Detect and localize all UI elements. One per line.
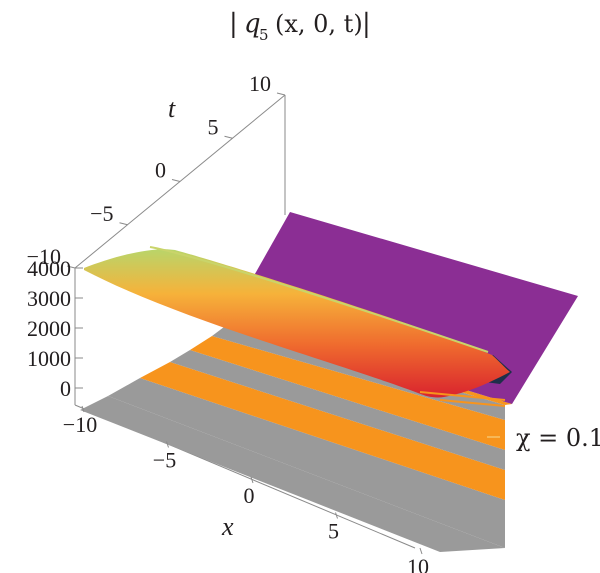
chi-annotation: χ = 0.1 — [516, 424, 600, 452]
title-bar-right: | — [362, 9, 371, 39]
floor-stripe — [190, 336, 505, 450]
t-tick-label: −10 — [27, 244, 61, 269]
title-bar-left: | — [229, 9, 238, 39]
chart-title: | q 5 (x, 0, t) | — [229, 9, 371, 44]
x-tick-label: 10 — [407, 554, 429, 573]
t-tick-mark — [119, 222, 128, 226]
x-tick-mark — [166, 441, 169, 448]
floor-stripe — [80, 396, 505, 552]
t-tick-label: 0 — [155, 158, 166, 183]
t-axis-label: t — [168, 94, 176, 123]
t-tick-mark — [171, 179, 181, 182]
t-tick-mark — [66, 265, 76, 269]
z-tick-label: 4000 — [27, 256, 71, 281]
edge-accents — [419, 391, 506, 407]
x-tick-label: −10 — [63, 412, 97, 437]
title-q: q — [244, 9, 261, 39]
ridge-surface — [84, 246, 512, 398]
z-tick-label: 1000 — [27, 346, 71, 371]
t-tick-label: 5 — [208, 114, 219, 139]
z-tick-label: 3000 — [27, 286, 71, 311]
z-tick-label: 2000 — [27, 316, 71, 341]
x-tick-mark — [335, 512, 338, 519]
x-axis-label: x — [221, 512, 234, 541]
z-tick-label: 0 — [60, 376, 71, 401]
floor-stripe — [108, 378, 505, 548]
floor-stripe — [140, 362, 505, 500]
t-axis-ticks: −10 −5 0 5 10 — [27, 71, 286, 269]
t-tick-label: −5 — [90, 201, 113, 226]
accent-line-2 — [439, 399, 506, 407]
ridge-body — [84, 249, 510, 398]
x-tick-label: −5 — [153, 448, 176, 473]
title-args: (x, 0, t) — [275, 10, 363, 38]
title-subscript: 5 — [259, 26, 269, 44]
z-axis-ticks: 0 1000 2000 3000 4000 — [27, 256, 83, 401]
t-tick-mark — [276, 92, 286, 96]
floor-stripe — [170, 350, 505, 470]
t-tick-mark — [224, 135, 233, 139]
x-tick-label: 0 — [244, 483, 255, 508]
x-tick-mark — [419, 547, 423, 555]
x-tick-label: 5 — [328, 519, 339, 544]
x-tick-mark — [250, 476, 254, 484]
t-tick-label: 10 — [249, 71, 271, 96]
accent-line-1 — [419, 391, 506, 401]
ridge-top-highlight — [149, 246, 489, 353]
x-tick-mark — [81, 405, 85, 413]
x-axis-ticks: −10 −5 0 5 10 — [63, 405, 429, 573]
